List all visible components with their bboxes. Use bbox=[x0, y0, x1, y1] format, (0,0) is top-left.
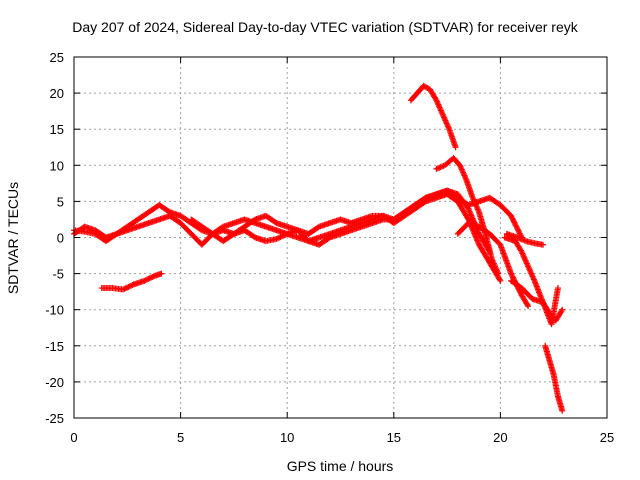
x-axis-label: GPS time / hours bbox=[287, 458, 394, 474]
data-point bbox=[149, 274, 156, 281]
data-point bbox=[515, 227, 522, 234]
plot-frame bbox=[73, 56, 608, 419]
data-point bbox=[282, 231, 289, 238]
series-track-9 bbox=[501, 234, 561, 328]
series-track-10 bbox=[503, 230, 547, 248]
data-point bbox=[126, 283, 133, 290]
data-point bbox=[125, 283, 132, 290]
y-axis-label: SDTVAR / TECUs bbox=[5, 182, 21, 294]
data-point bbox=[509, 273, 516, 280]
x-tick-label: 5 bbox=[177, 430, 184, 445]
data-point bbox=[121, 285, 128, 292]
data-point bbox=[524, 301, 531, 308]
data-point bbox=[144, 276, 151, 283]
data-point bbox=[128, 282, 135, 289]
data-point bbox=[274, 235, 281, 242]
x-tick-label: 0 bbox=[70, 430, 77, 445]
data-point bbox=[278, 233, 285, 240]
data-point bbox=[512, 220, 519, 227]
data-point bbox=[508, 271, 515, 278]
ticks: 0 5 10 15 20 25 -25 -20 -15 -10 -5 0 5 10 15 20 25 bbox=[45, 50, 614, 445]
data-point bbox=[142, 277, 149, 284]
data-point bbox=[150, 273, 157, 280]
grid bbox=[74, 57, 607, 418]
data-point bbox=[514, 225, 521, 232]
series-track-5 bbox=[407, 82, 459, 151]
data-point bbox=[510, 216, 517, 223]
data-point bbox=[510, 218, 517, 225]
y-tick-label: -20 bbox=[45, 375, 64, 390]
data-point bbox=[509, 215, 516, 222]
data-point bbox=[554, 285, 561, 292]
data-point bbox=[158, 270, 165, 277]
data-point bbox=[496, 276, 503, 283]
data-point bbox=[508, 214, 515, 221]
y-tick-label: 20 bbox=[50, 86, 64, 101]
data-point bbox=[124, 284, 131, 291]
series-track-4 bbox=[98, 270, 165, 293]
data-point bbox=[273, 235, 280, 242]
y-tick-label: -10 bbox=[45, 303, 64, 318]
series-track-11 bbox=[542, 342, 566, 414]
data-point bbox=[511, 219, 518, 226]
y-tick-label: 15 bbox=[50, 122, 64, 137]
data-point bbox=[122, 285, 129, 292]
data-point bbox=[120, 286, 127, 293]
data-point bbox=[141, 277, 148, 284]
x-tick-label: 20 bbox=[493, 430, 507, 445]
data-point bbox=[280, 232, 287, 239]
data-point bbox=[525, 303, 532, 310]
data-point bbox=[497, 277, 504, 284]
data-point bbox=[281, 232, 288, 239]
data-point bbox=[558, 308, 565, 315]
y-tick-label: 10 bbox=[50, 158, 64, 173]
data-point bbox=[277, 234, 284, 241]
x-tick-label: 25 bbox=[600, 430, 614, 445]
y-tick-label: -5 bbox=[52, 267, 64, 282]
data-point bbox=[514, 226, 521, 233]
data-point bbox=[464, 215, 471, 222]
y-tick-label: 25 bbox=[50, 50, 64, 65]
data-point bbox=[517, 289, 524, 296]
y-tick-label: -25 bbox=[45, 411, 64, 426]
x-tick-label: 15 bbox=[387, 430, 401, 445]
chart-title: Day 207 of 2024, Sidereal Day-to-day VTE… bbox=[72, 19, 578, 35]
data-point bbox=[452, 144, 459, 151]
data-point bbox=[146, 275, 153, 282]
series-track-3 bbox=[188, 187, 525, 248]
data-point bbox=[145, 275, 152, 282]
data-point bbox=[508, 212, 515, 219]
data-point bbox=[540, 241, 547, 248]
data-point bbox=[508, 270, 515, 277]
data-point bbox=[559, 306, 566, 313]
data-point bbox=[129, 282, 136, 289]
data-point bbox=[148, 274, 155, 281]
data-point bbox=[495, 270, 502, 277]
data-point bbox=[559, 407, 566, 414]
y-tick-label: -15 bbox=[45, 339, 64, 354]
data-point bbox=[276, 234, 283, 241]
data-point bbox=[513, 223, 520, 230]
x-tick-label: 10 bbox=[280, 430, 294, 445]
y-tick-label: 0 bbox=[57, 231, 64, 246]
data-point bbox=[512, 222, 519, 229]
data-point bbox=[516, 230, 523, 237]
data-point bbox=[516, 229, 523, 236]
y-tick-label: 5 bbox=[57, 194, 64, 209]
series-layer bbox=[71, 82, 566, 414]
